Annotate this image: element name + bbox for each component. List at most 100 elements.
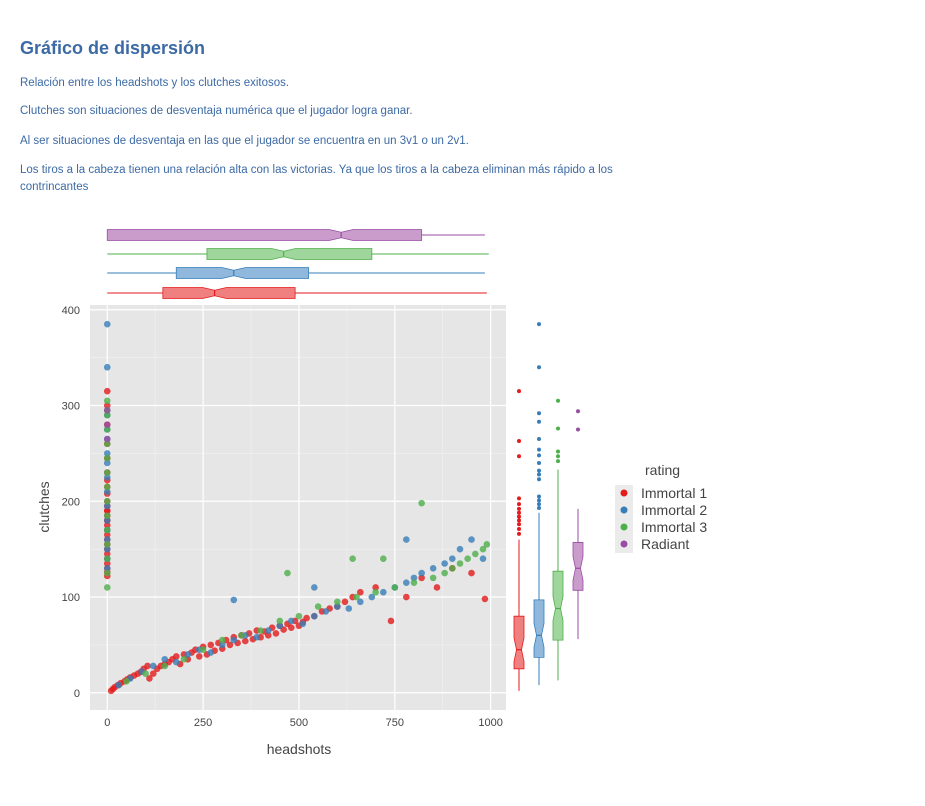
- data-point-immortal-3: [449, 564, 456, 572]
- data-point-immortal-3: [103, 555, 111, 563]
- outlier-radiant: [576, 409, 580, 414]
- data-point-immortal-2: [103, 320, 111, 328]
- outlier-immortal-1: [517, 531, 521, 536]
- box-immortal-1: [513, 615, 525, 670]
- y-axis-label: clutches: [36, 481, 52, 532]
- data-point-immortal-3: [103, 584, 111, 591]
- data-point-immortal-2: [253, 633, 261, 641]
- data-point-immortal-3: [441, 569, 448, 577]
- outlier-immortal-1: [517, 502, 521, 507]
- outlier-immortal-1: [517, 506, 521, 511]
- outlier-immortal-1: [517, 454, 521, 459]
- outlier-immortal-2: [537, 477, 541, 482]
- box-radiant: [106, 229, 423, 241]
- data-point-immortal-3: [218, 636, 226, 644]
- data-point-immortal-2: [264, 627, 272, 634]
- data-point-radiant: [103, 421, 111, 428]
- outlier-immortal-3: [556, 459, 560, 464]
- box-radiant: [572, 542, 584, 591]
- outlier-immortal-1: [517, 496, 521, 501]
- data-point-immortal-2: [276, 622, 284, 630]
- data-point-immortal-3: [103, 526, 111, 534]
- data-point-immortal-2: [310, 584, 318, 591]
- data-point-immortal-2: [230, 596, 238, 604]
- outlier-radiant: [576, 427, 580, 432]
- y-tick-label: 200: [62, 496, 80, 508]
- data-point-immortal-2: [429, 564, 437, 572]
- x-tick-label: 750: [386, 717, 404, 729]
- data-point-immortal-1: [207, 641, 215, 649]
- x-tick-label: 1000: [478, 717, 502, 729]
- data-point-immortal-2: [380, 588, 387, 596]
- data-point-immortal-2: [357, 598, 364, 606]
- data-point-immortal-2: [449, 555, 456, 563]
- data-point-immortal-1: [357, 588, 364, 596]
- legend-dot-immortal-1: [620, 489, 628, 497]
- data-point-immortal-1: [103, 531, 111, 539]
- outlier-immortal-2: [537, 447, 541, 452]
- data-point-immortal-3: [479, 545, 487, 553]
- data-point-immortal-2: [207, 649, 215, 656]
- data-point-immortal-3: [257, 627, 264, 634]
- data-point-immortal-3: [103, 483, 111, 491]
- data-point-immortal-3: [199, 646, 207, 653]
- data-point-immortal-3: [103, 512, 111, 519]
- box-immortal-2: [175, 267, 309, 279]
- data-point-immortal-1: [418, 574, 425, 582]
- legend-label-radiant: Radiant: [641, 536, 689, 552]
- data-point-immortal-1: [144, 662, 151, 670]
- description-paragraph-3: Al ser situaciones de desventaja en las …: [20, 135, 469, 147]
- data-point-immortal-3: [295, 612, 303, 620]
- description-paragraph-4: Los tiros a la cabeza tienen una relació…: [20, 164, 613, 193]
- data-point-immortal-2: [345, 605, 353, 612]
- x-tick-label: 500: [290, 717, 308, 729]
- outlier-immortal-1: [517, 438, 521, 443]
- box-immortal-3: [552, 570, 564, 641]
- data-point-immortal-3: [372, 588, 379, 596]
- data-point-immortal-1: [103, 521, 111, 529]
- data-point-immortal-2: [368, 593, 376, 601]
- outlier-immortal-2: [537, 460, 541, 465]
- grid-lines: [90, 305, 506, 710]
- data-point-immortal-2: [115, 681, 123, 689]
- y-tick-label: 100: [62, 592, 80, 604]
- outlier-immortal-2: [537, 468, 541, 473]
- data-point-immortal-2: [103, 488, 111, 496]
- data-point-immortal-2: [441, 560, 448, 567]
- data-point-immortal-1: [146, 675, 153, 682]
- outlier-immortal-1: [517, 389, 521, 394]
- y-tick-label: 0: [74, 688, 80, 700]
- legend-title: rating: [645, 462, 680, 478]
- legend-label-immortal-2: Immortal 2: [641, 502, 707, 518]
- data-point-immortal-1: [103, 402, 111, 409]
- data-point-immortal-1: [481, 595, 489, 603]
- data-point-immortal-1: [272, 630, 280, 637]
- axes: 0 250 500 750 1000 0 100 200 300 400: [62, 305, 503, 729]
- data-point-immortal-2: [322, 608, 330, 615]
- outlier-immortal-1: [517, 514, 521, 519]
- data-point-immortal-2: [149, 662, 157, 670]
- data-point-immortal-3: [284, 569, 291, 577]
- data-point-immortal-3: [418, 499, 425, 507]
- data-point-immortal-3: [103, 426, 111, 433]
- data-point-immortal-1: [287, 624, 295, 631]
- data-point-immortal-3: [472, 550, 479, 558]
- data-point-immortal-1: [241, 637, 249, 645]
- data-point-immortal-2: [418, 569, 425, 577]
- x-tick-label: 0: [104, 717, 110, 729]
- outlier-immortal-1: [517, 522, 521, 527]
- data-point-immortal-1: [341, 598, 349, 606]
- data-point-immortal-2: [103, 564, 111, 572]
- outlier-immortal-3: [556, 449, 560, 454]
- data-point-immortal-1: [403, 593, 410, 601]
- x-tick-label: 250: [194, 717, 212, 729]
- data-point-immortal-3: [314, 603, 322, 610]
- legend-dot-immortal-2: [620, 506, 628, 514]
- data-point-immortal-3: [103, 541, 111, 548]
- data-point-immortal-3: [103, 454, 111, 462]
- data-point-immortal-1: [433, 584, 441, 591]
- data-point-immortal-3: [103, 469, 111, 476]
- data-point-immortal-1: [195, 653, 203, 660]
